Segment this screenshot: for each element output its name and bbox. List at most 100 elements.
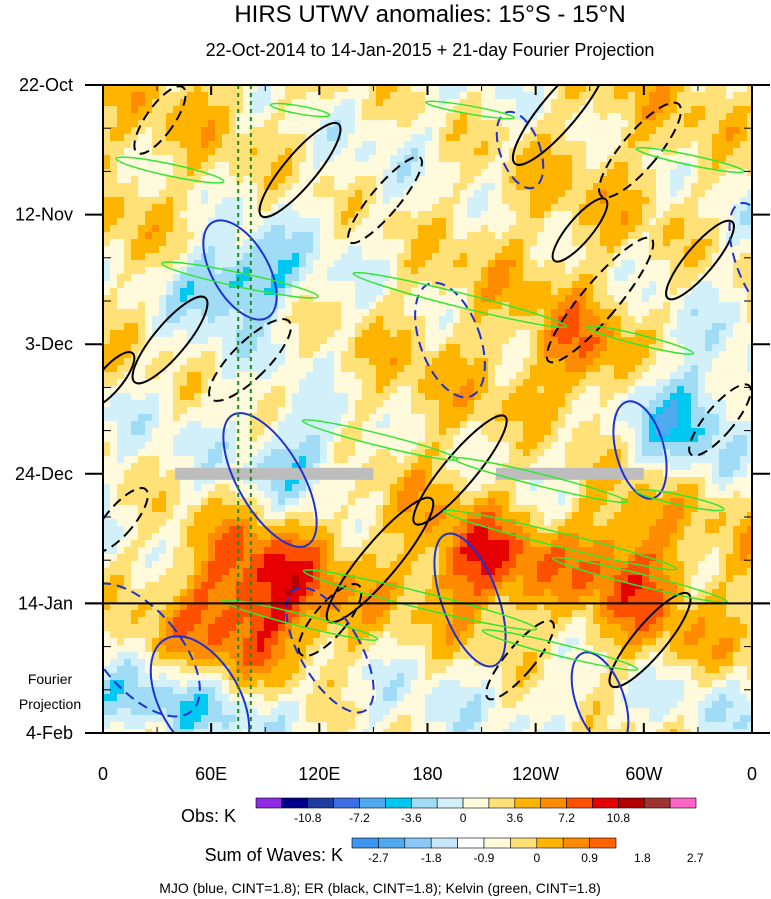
y-tick-label: 12-Nov (15, 205, 73, 225)
wave-contour (103, 582, 201, 718)
wave-contour (495, 110, 545, 190)
obs-colorbar-label: Obs: K (181, 806, 236, 826)
chart-title: HIRS UTWV anomalies: 15°S - 15°N (234, 1, 625, 28)
wave-contour (545, 236, 655, 364)
wave-contour (442, 509, 678, 571)
colorbar-tick-label: 7.2 (558, 811, 575, 825)
wave-contour (665, 219, 735, 301)
colorbar-swatch (457, 837, 485, 849)
x-tick-label: 120E (298, 764, 340, 784)
colorbar-tick-label: 0 (460, 811, 467, 825)
wave-contour (103, 487, 149, 553)
wave-contour (131, 295, 209, 385)
y-tick-label: 4-Feb (26, 723, 73, 743)
wave-contour (728, 202, 752, 318)
wave-contour (485, 619, 555, 701)
colorbar-swatch (566, 797, 593, 809)
wave-contour (451, 456, 629, 504)
x-tick-label: 60E (195, 764, 227, 784)
colorbar-swatch (436, 797, 464, 809)
colorbar-swatch (510, 837, 538, 849)
wave-contour (103, 351, 136, 409)
colorbar-tick-label: 1.8 (634, 851, 651, 865)
colorbar-swatch (410, 797, 438, 809)
projection-label-line1: Fourier (28, 671, 73, 687)
colorbar-swatch (255, 797, 283, 809)
missing-data-band-1 (496, 467, 644, 480)
wave-contour (222, 412, 318, 548)
wave-contour (481, 629, 639, 671)
wave-contour (433, 532, 507, 668)
x-tick-label: 0 (98, 764, 108, 784)
wave-contour (608, 591, 692, 689)
waves-colorbar-label: Sum of Waves: K (205, 845, 343, 865)
colorbar-swatch (589, 837, 617, 849)
colorbar-tick-label: -2.7 (368, 851, 389, 865)
wave-contour (202, 219, 278, 321)
colorbar-swatch (669, 797, 697, 809)
missing-data-band-0 (175, 467, 374, 480)
colorbar-swatch (514, 797, 542, 809)
y-tick-label: 22-Oct (19, 75, 73, 95)
colorbar-tick-label: -1.8 (421, 851, 442, 865)
y-tick-label: 3-Dec (25, 334, 73, 354)
wave-contour (424, 100, 516, 120)
plot-area (103, 85, 752, 733)
wave-contour (221, 599, 379, 641)
colorbar-tick-label: 10.8 (607, 811, 631, 825)
colorbar-swatch (618, 797, 645, 809)
wave-contour (297, 583, 363, 657)
wave-contour (133, 85, 187, 155)
colorbar-swatch (385, 797, 412, 809)
colorbar-swatch (562, 837, 590, 849)
wave-contour (551, 197, 609, 263)
y-tick-label: 14-Jan (18, 593, 73, 613)
colorbar-swatch (462, 797, 490, 809)
wave-contour (598, 101, 682, 199)
wave-contour (551, 556, 729, 604)
wave-contour (570, 651, 630, 733)
colorbar-tick-label: 3.6 (506, 811, 523, 825)
colorbar-swatch (488, 797, 516, 809)
colorbar-tick-label: -10.8 (294, 811, 322, 825)
colorbar-swatch (643, 797, 671, 809)
colorbar-tick-label: -3.6 (401, 811, 422, 825)
contour-legend: MJO (blue, CINT=1.8); ER (black, CINT=1.… (159, 880, 601, 896)
colorbar-tick-label: 0.9 (581, 851, 598, 865)
wave-contour (301, 419, 459, 461)
colorbar-swatch (483, 837, 511, 849)
colorbar-swatch (404, 837, 432, 849)
wave-contour (208, 318, 292, 402)
wave-contour (688, 383, 752, 457)
colorbar-swatch (592, 797, 619, 809)
wave-contour (258, 121, 342, 219)
colorbar-swatch (359, 797, 386, 809)
wave-contour (511, 85, 609, 166)
x-tick-label: 180 (412, 764, 442, 784)
wave-contour (149, 635, 251, 733)
colorbar-swatch (281, 797, 309, 809)
colorbar-tick-label: -0.9 (474, 851, 495, 865)
colorbar-swatch (540, 797, 567, 809)
wave-contour (585, 325, 695, 355)
wave-contour (352, 271, 568, 329)
colorbar-swatch (351, 837, 379, 849)
colorbar-tick-label: 2.7 (687, 851, 704, 865)
y-tick-label: 24-Dec (15, 464, 73, 484)
x-tick-label: 0 (747, 764, 757, 784)
wave-contour (115, 156, 225, 184)
projection-label-line2: Projection (19, 696, 81, 712)
x-tick-label: 60W (625, 764, 662, 784)
colorbar-tick-label: 0 (533, 851, 540, 865)
wave-contour (347, 155, 423, 245)
colorbar-swatch (333, 797, 360, 809)
wave-contour (302, 569, 538, 631)
colorbar-tick-label: -7.2 (349, 811, 370, 825)
chart-subtitle: 22-Oct-2014 to 14-Jan-2015 + 21-day Four… (206, 40, 655, 60)
wave-contour (635, 488, 725, 512)
wave-contour (635, 146, 745, 174)
wave-contour (414, 281, 486, 399)
wave-contour (269, 102, 331, 118)
colorbar-swatch (378, 837, 406, 849)
